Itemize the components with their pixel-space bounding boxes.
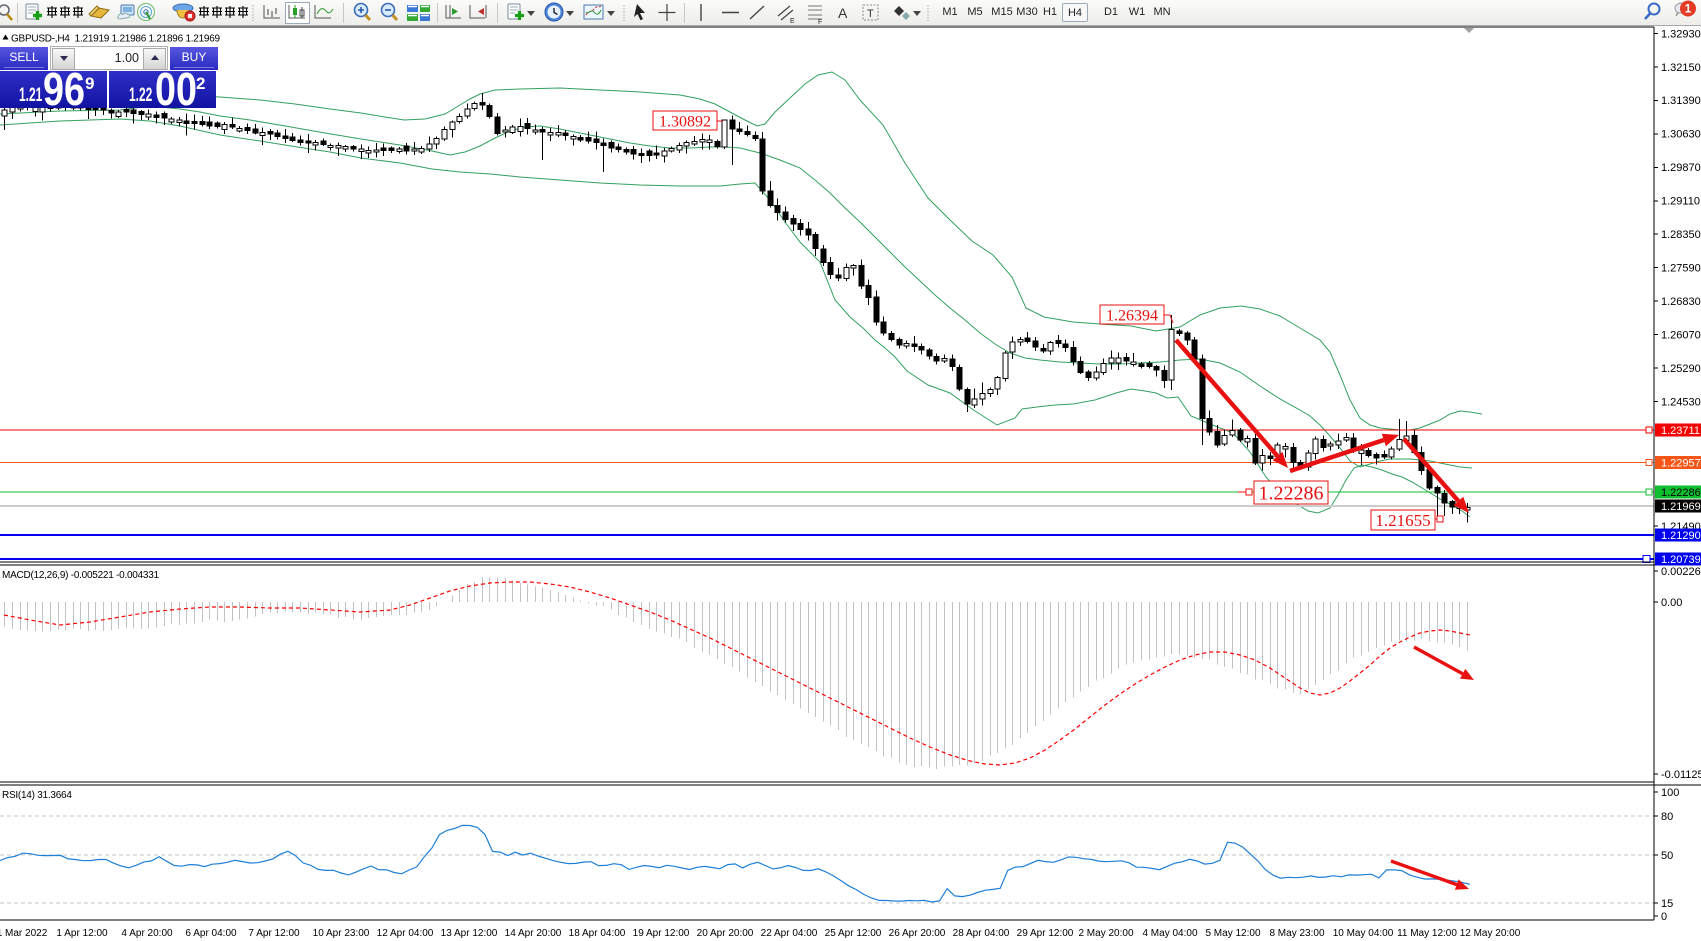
svg-text:13 Apr 12:00: 13 Apr 12:00 — [441, 928, 498, 939]
svg-text:5 May 12:00: 5 May 12:00 — [1205, 928, 1260, 939]
svg-text:F: F — [818, 19, 822, 26]
svg-text:E: E — [790, 18, 795, 25]
svg-text:1.22957: 1.22957 — [1661, 457, 1701, 469]
svg-text:12 Apr 04:00: 12 Apr 04:00 — [377, 928, 434, 939]
svg-text:10 Apr 23:00: 10 Apr 23:00 — [313, 928, 370, 939]
svg-text:1.26830: 1.26830 — [1661, 296, 1701, 308]
svg-text:26 Apr 20:00: 26 Apr 20:00 — [889, 928, 946, 939]
svg-text:1.30630: 1.30630 — [1661, 129, 1701, 141]
svg-text:1.22286: 1.22286 — [1259, 483, 1324, 505]
svg-text:1.29110: 1.29110 — [1661, 196, 1700, 208]
svg-text:1.28350: 1.28350 — [1661, 229, 1701, 241]
svg-text:8 May 23:00: 8 May 23:00 — [1269, 928, 1324, 939]
svg-text:0.00226: 0.00226 — [1661, 566, 1701, 578]
svg-text:14 Apr 20:00: 14 Apr 20:00 — [505, 928, 562, 939]
svg-text:10 May 04:00: 10 May 04:00 — [1333, 928, 1394, 939]
svg-text:1.24530: 1.24530 — [1661, 396, 1701, 408]
svg-text:4 May 04:00: 4 May 04:00 — [1142, 928, 1197, 939]
svg-text:GBPUSD-,H4 1.21919 1.21986 1.: GBPUSD-,H4 1.21919 1.21986 1.21896 1.219… — [11, 34, 221, 45]
svg-text:1.30892: 1.30892 — [659, 113, 711, 130]
svg-text:1: 1 — [1685, 2, 1692, 16]
svg-text:11 May 12:00: 11 May 12:00 — [1397, 928, 1457, 939]
svg-text:1.25290: 1.25290 — [1661, 363, 1701, 375]
svg-text:MACD(12,26,9) -0.005221 -0.004: MACD(12,26,9) -0.005221 -0.004331 — [2, 570, 160, 581]
svg-text:4 Apr 20:00: 4 Apr 20:00 — [121, 928, 173, 939]
svg-text:1.21290: 1.21290 — [1661, 530, 1701, 542]
svg-text:80: 80 — [1661, 811, 1673, 823]
svg-text:-0.011252: -0.011252 — [1661, 769, 1701, 781]
svg-text:19 Apr 12:00: 19 Apr 12:00 — [633, 928, 690, 939]
svg-text:6 Apr 04:00: 6 Apr 04:00 — [185, 928, 237, 939]
svg-text:12 May 20:00: 12 May 20:00 — [1460, 928, 1521, 939]
svg-text:0.00: 0.00 — [1661, 597, 1682, 609]
svg-text:1.29870: 1.29870 — [1661, 162, 1701, 174]
svg-text:1.32150: 1.32150 — [1661, 62, 1701, 74]
svg-text:1 Apr 12:00: 1 Apr 12:00 — [56, 928, 108, 939]
svg-text:T: T — [867, 8, 874, 20]
svg-text:1.21969: 1.21969 — [1661, 501, 1701, 513]
svg-text:0: 0 — [1661, 911, 1667, 923]
svg-text:28 Apr 04:00: 28 Apr 04:00 — [953, 928, 1010, 939]
svg-text:A: A — [838, 5, 848, 21]
svg-text:29 Apr 12:00: 29 Apr 12:00 — [1017, 928, 1074, 939]
svg-text:20 Apr 20:00: 20 Apr 20:00 — [697, 928, 754, 939]
svg-text:1.21655: 1.21655 — [1375, 511, 1430, 530]
svg-text:RSI(14) 31.3664: RSI(14) 31.3664 — [2, 790, 72, 801]
svg-text:18 Apr 04:00: 18 Apr 04:00 — [569, 928, 626, 939]
svg-text:1.26394: 1.26394 — [1106, 307, 1158, 324]
svg-text:1.27590: 1.27590 — [1661, 263, 1701, 275]
svg-text:1.20739: 1.20739 — [1661, 554, 1701, 566]
svg-text:100: 100 — [1661, 787, 1679, 799]
svg-text:1 Mar 2022: 1 Mar 2022 — [0, 928, 48, 939]
svg-text:1.31390: 1.31390 — [1661, 95, 1701, 107]
svg-text:25 Apr 12:00: 25 Apr 12:00 — [825, 928, 882, 939]
svg-text:2 May 20:00: 2 May 20:00 — [1078, 928, 1133, 939]
svg-text:1.22286: 1.22286 — [1661, 487, 1701, 499]
svg-text:1.23711: 1.23711 — [1661, 425, 1700, 437]
svg-text:1.32930: 1.32930 — [1661, 28, 1701, 40]
svg-text:15: 15 — [1661, 898, 1673, 910]
svg-text:7 Apr 12:00: 7 Apr 12:00 — [248, 928, 300, 939]
svg-text:1.26070: 1.26070 — [1661, 329, 1701, 341]
svg-text:50: 50 — [1661, 850, 1673, 862]
svg-text:22 Apr 04:00: 22 Apr 04:00 — [761, 928, 818, 939]
